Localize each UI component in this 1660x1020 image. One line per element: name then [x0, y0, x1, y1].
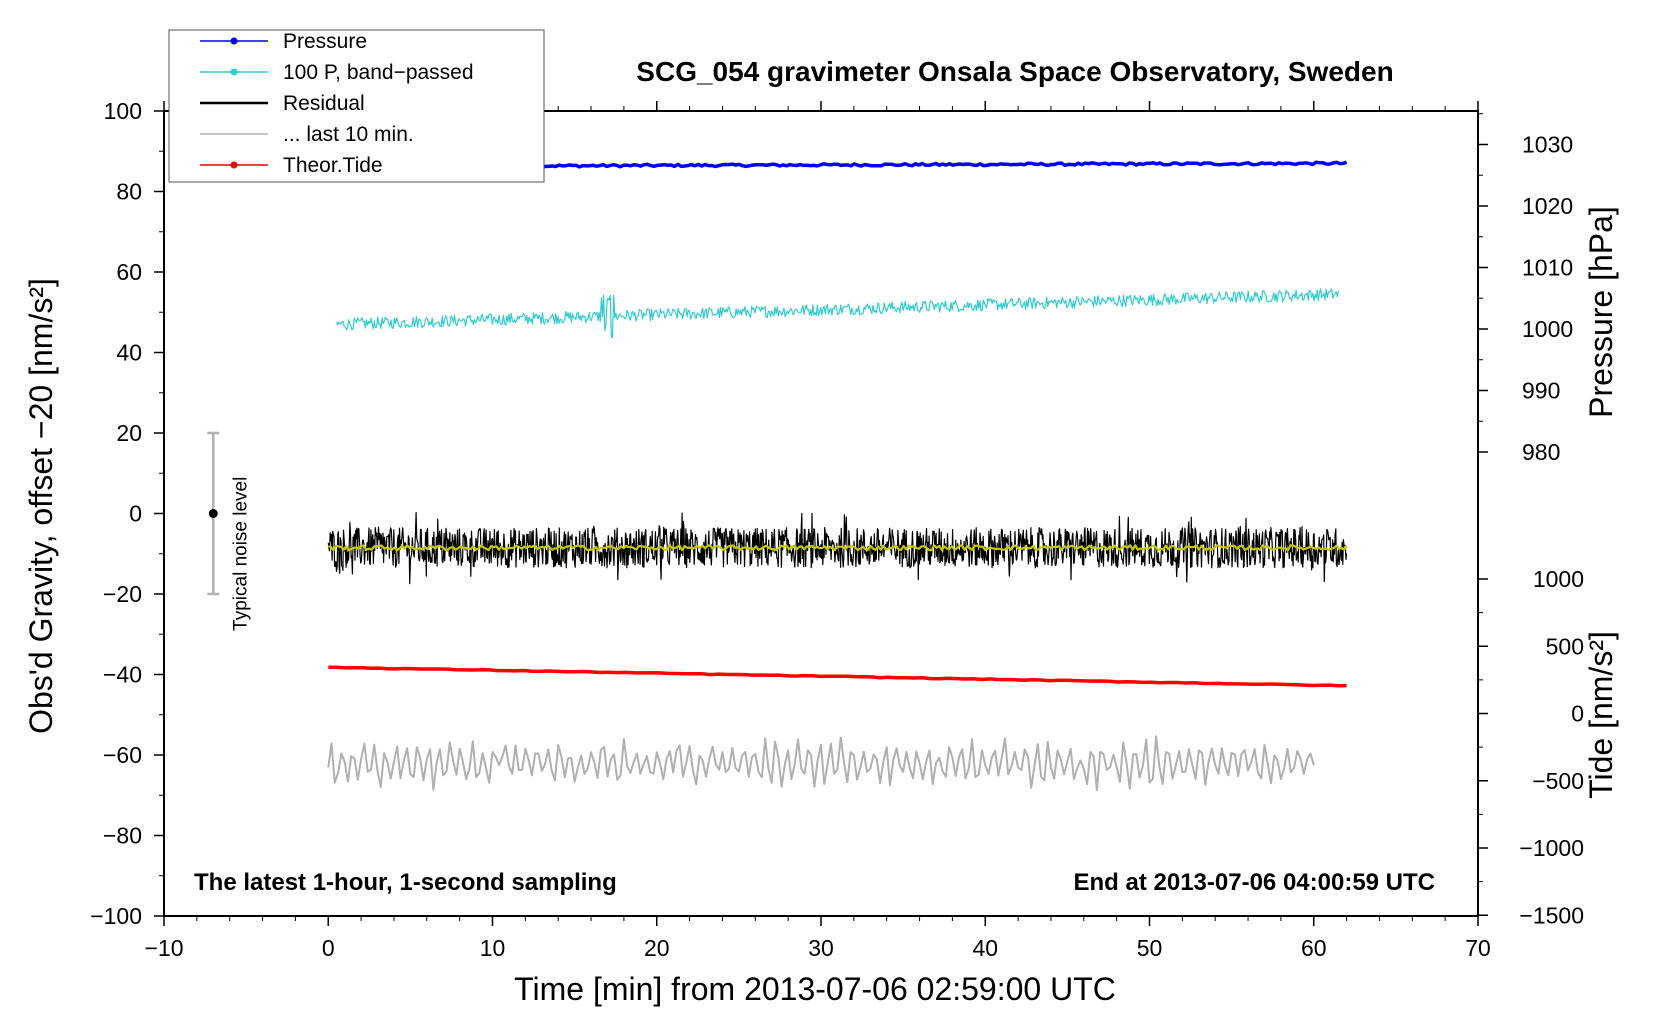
- tide-tick-label: −1500: [1519, 902, 1584, 928]
- pressure-tick-label: 990: [1522, 378, 1560, 404]
- pressure-tick-label: 1020: [1522, 193, 1573, 219]
- y-tick-label: −20: [103, 581, 142, 607]
- y-tick-label: 100: [104, 98, 142, 124]
- legend-label: 100 P, band−passed: [283, 61, 474, 84]
- y-tick-label: −60: [103, 742, 142, 768]
- plot-frame: [163, 110, 1479, 917]
- legend-label: Theor.Tide: [283, 154, 383, 177]
- legend-marker: [230, 68, 238, 76]
- pressure-tick-label: 980: [1522, 439, 1560, 465]
- x-tick-label: 20: [644, 935, 670, 961]
- chart-title: SCG_054 gravimeter Onsala Space Observat…: [636, 56, 1393, 87]
- legend-label: Residual: [283, 92, 365, 115]
- tide-tick-label: −500: [1532, 768, 1584, 794]
- pressure-tick-label: 1010: [1522, 255, 1573, 281]
- series-100-p-band-passed: [335, 288, 1339, 338]
- x-tick-label: 70: [1465, 935, 1491, 961]
- tide-tick-label: 1000: [1533, 566, 1584, 592]
- pressure-tick-label: 1030: [1522, 132, 1573, 158]
- noise-center-dot: [208, 509, 218, 518]
- y-tick-label: 80: [116, 179, 142, 205]
- sampling-note: The latest 1-hour, 1-second sampling: [194, 869, 617, 896]
- series-residual-smoothed: [327, 544, 1348, 552]
- y-tick-label: −100: [90, 903, 142, 929]
- tide-tick-label: 0: [1571, 701, 1584, 727]
- y-tick-label: −40: [103, 662, 142, 688]
- x-tick-label: 10: [480, 935, 506, 961]
- noise-label: Typical noise level: [230, 477, 251, 631]
- x-tick-label: 0: [322, 935, 335, 961]
- y-tick-label: 0: [129, 501, 142, 527]
- y-tick-label: 60: [116, 259, 142, 285]
- legend: Pressure 100 P, band−passed Residual ... la…: [168, 29, 545, 183]
- series-last-10-min: [327, 735, 1315, 792]
- tide-tick-label: 500: [1546, 633, 1584, 659]
- legend-label: ... last 10 min.: [283, 123, 414, 146]
- x-tick-label: −10: [144, 935, 183, 961]
- legend-marker: [230, 161, 238, 169]
- series-residual: [327, 511, 1348, 585]
- y-tick-label: −80: [103, 823, 142, 849]
- tide-tick-label: −1000: [1519, 835, 1584, 861]
- pressure-axis-label: Pressure [hPa]: [1583, 206, 1619, 418]
- end-time-note: End at 2013-07-06 04:00:59 UTC: [1074, 869, 1436, 896]
- left-y-axis-label: Obs'd Gravity, offset −20 [nm/s²]: [23, 278, 59, 734]
- legend-label: Pressure: [283, 30, 367, 53]
- legend-box: [168, 29, 545, 183]
- tide-axis-label: Tide [nm/s²]: [1583, 631, 1619, 799]
- x-tick-label: 40: [972, 935, 998, 961]
- pressure-tick-label: 1000: [1522, 316, 1573, 342]
- y-tick-label: 40: [116, 340, 142, 366]
- x-tick-label: 60: [1301, 935, 1327, 961]
- x-axis-label: Time [min] from 2013-07-06 02:59:00 UTC: [514, 971, 1116, 1007]
- y-tick-label: 20: [116, 420, 142, 446]
- series-theor-tide: [328, 665, 1347, 688]
- x-tick-label: 30: [808, 935, 834, 961]
- x-tick-label: 50: [1137, 935, 1163, 961]
- legend-marker: [230, 37, 238, 45]
